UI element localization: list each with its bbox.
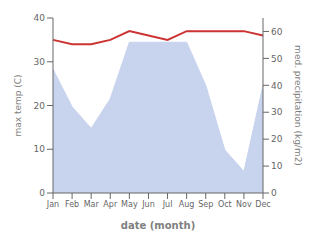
svg-text:20: 20 — [271, 134, 283, 144]
svg-text:40: 40 — [271, 81, 283, 91]
svg-text:Oct: Oct — [218, 200, 232, 209]
svg-text:Feb: Feb — [65, 200, 79, 209]
svg-text:Sep: Sep — [198, 200, 213, 209]
svg-text:0: 0 — [271, 188, 277, 198]
svg-text:60: 60 — [271, 27, 283, 37]
svg-text:Mar: Mar — [84, 200, 100, 209]
svg-text:40: 40 — [34, 13, 46, 23]
svg-text:10: 10 — [271, 161, 283, 171]
svg-text:30: 30 — [34, 57, 46, 67]
svg-text:med. precipitation (kg/m2): med. precipitation (kg/m2) — [293, 45, 303, 166]
svg-text:30: 30 — [271, 107, 283, 117]
svg-text:max temp (C): max temp (C) — [13, 74, 23, 136]
svg-text:Nov: Nov — [236, 200, 252, 209]
svg-text:Apr: Apr — [103, 200, 118, 209]
svg-text:Jan: Jan — [46, 200, 59, 209]
svg-text:May: May — [121, 200, 138, 209]
svg-text:date (month): date (month) — [121, 220, 195, 231]
svg-text:20: 20 — [34, 101, 46, 111]
svg-text:Jun: Jun — [141, 200, 155, 209]
svg-text:Jul: Jul — [162, 200, 173, 209]
svg-text:10: 10 — [34, 144, 46, 154]
svg-text:50: 50 — [271, 54, 283, 64]
svg-text:0: 0 — [39, 188, 45, 198]
svg-text:Dec: Dec — [255, 200, 270, 209]
svg-text:Aug: Aug — [179, 200, 195, 209]
